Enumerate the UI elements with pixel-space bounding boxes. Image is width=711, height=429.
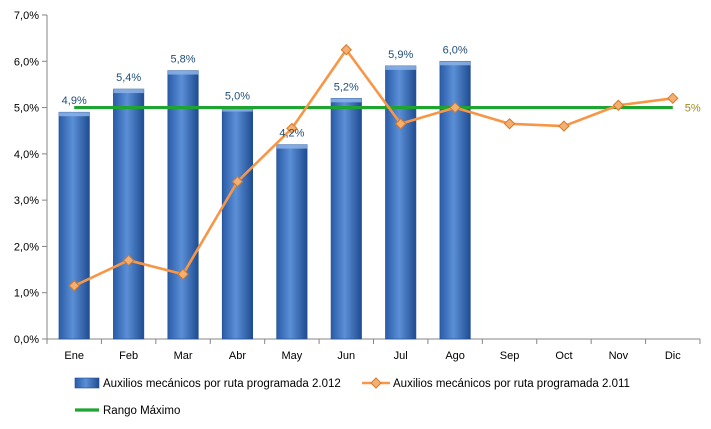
line-point	[68, 280, 80, 292]
bar-top-highlight	[331, 98, 362, 103]
x-tick-label: Abr	[229, 350, 246, 362]
bar-data-label: 5,2%	[334, 81, 359, 93]
legend-label-line: Auxilios mecánicos por ruta programada 2…	[393, 378, 630, 390]
bar-top-highlight	[113, 89, 144, 94]
bar-data-label: 5,9%	[388, 49, 413, 61]
x-tick-label: Dic	[665, 350, 681, 362]
bar	[330, 98, 362, 340]
y-tick-label: 4,0%	[14, 149, 39, 161]
bar-data-label: 4,9%	[62, 95, 87, 107]
bar-data-label: 5,8%	[171, 54, 196, 66]
bar-top-highlight	[439, 61, 471, 66]
bar-data-label: 5,0%	[225, 91, 250, 103]
y-tick-label: 7,0%	[14, 10, 39, 22]
bar-top-highlight	[276, 144, 308, 149]
line-point	[122, 254, 135, 267]
line-point	[231, 175, 244, 188]
bar	[221, 107, 253, 340]
line-point	[503, 118, 516, 130]
bar-series	[58, 60, 471, 340]
x-tick-label: Ago	[445, 350, 465, 362]
reference-line-label: 5%	[685, 103, 701, 115]
x-tick-label: Ene	[64, 350, 84, 362]
data-labels: 4,9% 5,4% 5,8% 5,0% 4,2% 5,2% 5,9% 6,0% 5%	[62, 44, 701, 139]
y-tick-label: 5,0%	[14, 103, 39, 115]
bar	[113, 88, 145, 340]
line-point	[286, 122, 298, 135]
legend-label-reference: Rango Máximo	[103, 405, 180, 417]
x-tick-label: Jun	[337, 350, 355, 362]
bar-top-highlight	[167, 70, 199, 75]
bar-top-highlight	[58, 112, 90, 117]
axes: 0,0% 1,0% 2,0% 3,0% 4,0% 5,0% 6,0% 7,0% Ene Feb Ma…	[14, 10, 701, 362]
bar	[167, 70, 199, 340]
x-tick-label: Sep	[500, 350, 520, 362]
bar-data-label: 4,2%	[279, 128, 304, 140]
line-point	[667, 92, 679, 105]
bar-top-highlight	[222, 107, 253, 112]
legend-swatch-bars	[74, 377, 100, 389]
y-tick-label: 1,0%	[14, 288, 39, 300]
line-point	[612, 99, 625, 111]
bar	[58, 111, 90, 340]
x-tick-label: Feb	[119, 350, 138, 362]
legend-label-bars: Auxilios mecánicos por ruta programada 2…	[103, 378, 341, 390]
x-tick-label: Jul	[394, 350, 408, 362]
y-tick-label: 2,0%	[14, 241, 39, 253]
x-tick-label: Oct	[555, 350, 572, 362]
x-tick-label: Mar	[174, 350, 193, 362]
legend-swatch-marker	[370, 377, 382, 389]
y-tick-label: 3,0%	[14, 195, 39, 207]
y-tick-label: 0,0%	[14, 334, 39, 346]
x-tick-label: May	[281, 350, 302, 362]
line-point	[395, 118, 407, 130]
x-tick-label: Nov	[609, 350, 629, 362]
line-point	[558, 120, 570, 132]
bar-top-highlight	[385, 65, 416, 70]
legend: Auxilios mecánicos por ruta programada 2…	[74, 377, 630, 417]
line-point	[177, 268, 189, 280]
bar	[276, 144, 308, 340]
bar-data-label: 6,0%	[443, 44, 468, 56]
line-2011	[73, 48, 673, 287]
line-point	[340, 44, 352, 56]
line-point	[449, 101, 461, 114]
line-series	[68, 44, 679, 292]
bar-data-label: 5,4%	[116, 72, 141, 84]
y-tick-label: 6,0%	[14, 56, 39, 68]
